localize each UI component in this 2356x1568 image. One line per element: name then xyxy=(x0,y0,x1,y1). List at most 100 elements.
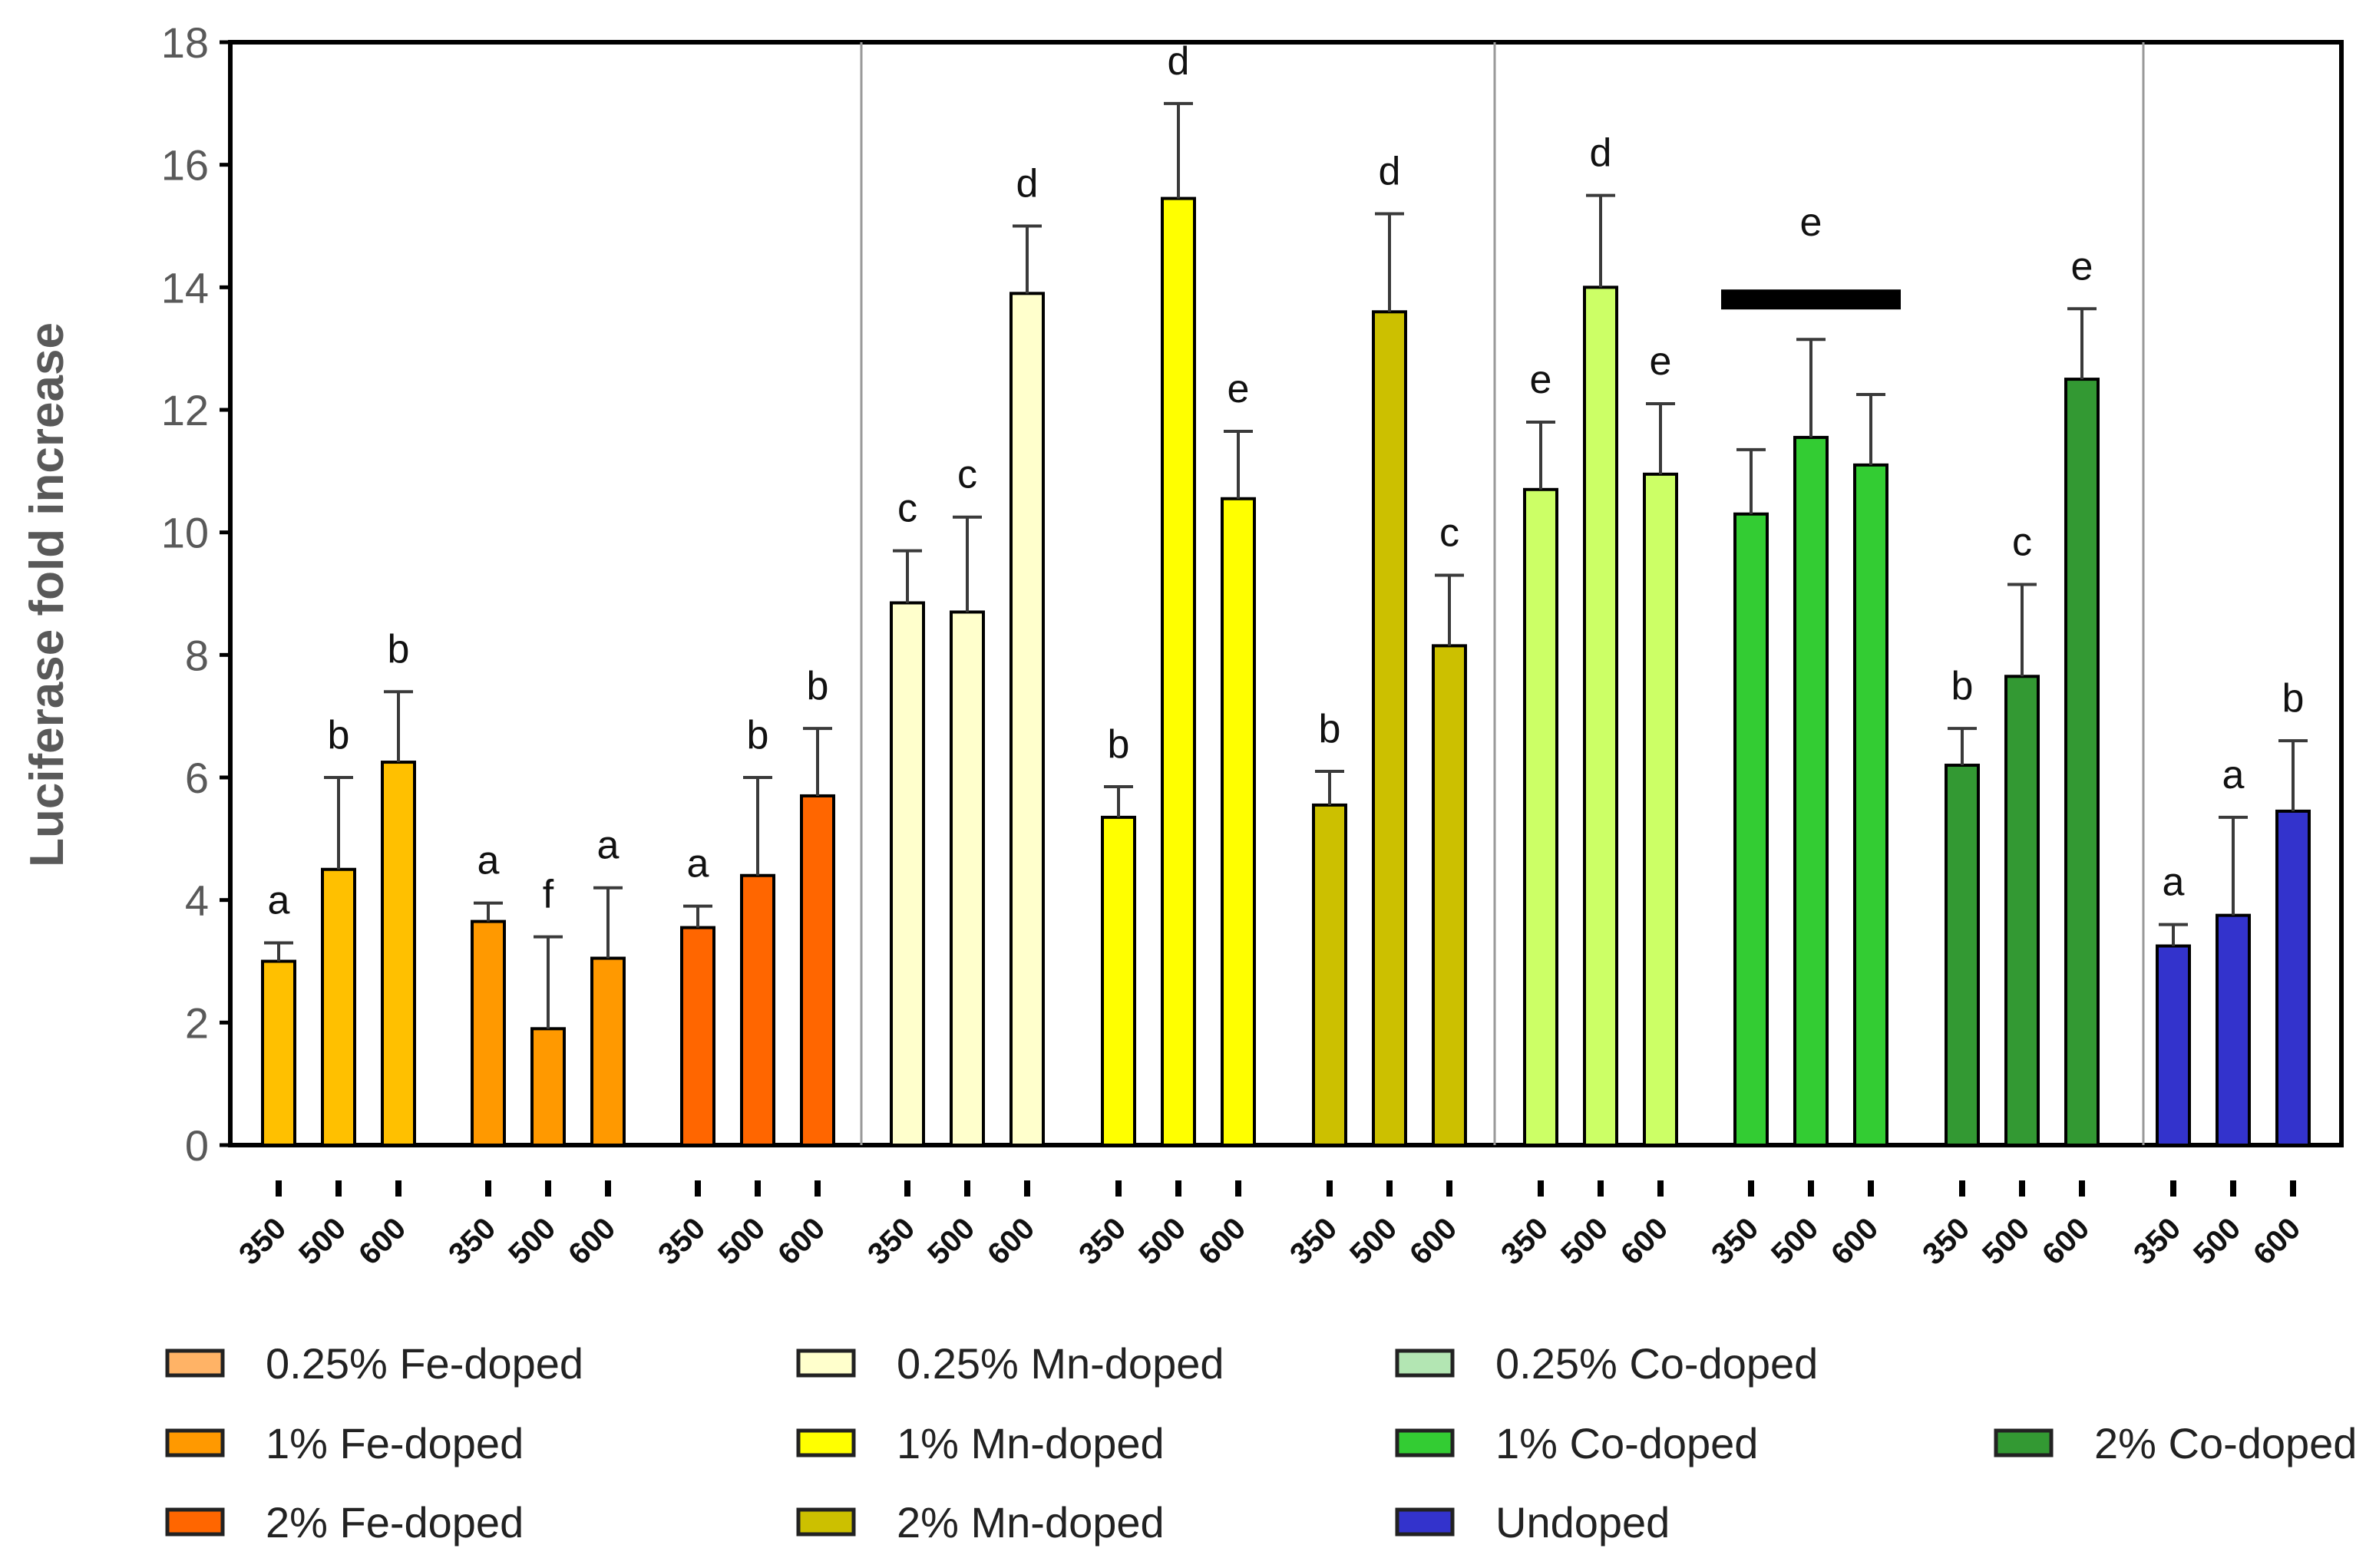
y-tick-label: 8 xyxy=(185,631,209,679)
x-category-label: 600 xyxy=(1825,1211,1885,1271)
bar xyxy=(1101,815,1136,1147)
significance-letter: e xyxy=(1228,367,1250,411)
bar xyxy=(1221,497,1256,1147)
significance-letter: f xyxy=(543,873,554,917)
bar xyxy=(261,959,296,1147)
legend-label: 1% Mn-doped xyxy=(897,1419,1165,1467)
x-tick-mark xyxy=(1538,1180,1544,1197)
significance-letter: e xyxy=(2071,244,2093,289)
significance-letter: a xyxy=(268,879,290,923)
x-tick-mark xyxy=(755,1180,761,1197)
legend-label: 0.25% Co-doped xyxy=(1495,1339,1818,1388)
x-tick-mark xyxy=(1115,1180,1122,1197)
legend-label: 1% Fe-doped xyxy=(266,1419,524,1467)
bar xyxy=(2156,944,2191,1147)
x-tick-mark xyxy=(545,1180,551,1197)
x-tick-mark xyxy=(1748,1180,1754,1197)
significance-letter: c xyxy=(1439,511,1459,556)
significance-letter: a xyxy=(597,824,620,868)
y-tick-label: 4 xyxy=(185,876,209,925)
x-tick-mark xyxy=(1868,1180,1874,1197)
legend-swatch xyxy=(1395,1507,1455,1537)
bar xyxy=(1009,292,1045,1147)
bar xyxy=(2004,675,2040,1147)
x-category-label: 600 xyxy=(1192,1211,1252,1271)
plot-frame xyxy=(228,40,2344,1147)
x-category-label: 350 xyxy=(652,1211,712,1271)
x-tick-mark xyxy=(1808,1180,1814,1197)
significance-letter: b xyxy=(388,627,410,672)
significance-letter: a xyxy=(477,839,500,883)
significance-letter: e xyxy=(1530,358,1552,402)
x-category-label: 600 xyxy=(2247,1211,2307,1271)
x-category-label: 500 xyxy=(1132,1211,1192,1271)
bar xyxy=(1372,310,1407,1147)
x-tick-mark xyxy=(395,1180,401,1197)
legend-swatch xyxy=(796,1507,856,1537)
bar xyxy=(1733,512,1769,1147)
legend-swatch xyxy=(165,1348,225,1378)
x-category-label: 500 xyxy=(292,1211,352,1271)
bar xyxy=(1312,803,1347,1147)
bar xyxy=(590,956,626,1147)
x-category-label: 600 xyxy=(1614,1211,1674,1271)
x-category-label: 350 xyxy=(1705,1211,1765,1271)
x-category-label: 500 xyxy=(1976,1211,2036,1271)
bar xyxy=(471,919,506,1147)
x-tick-mark xyxy=(1598,1180,1604,1197)
bar xyxy=(2275,809,2311,1147)
x-tick-mark xyxy=(2170,1180,2176,1197)
y-tick-label: 14 xyxy=(161,263,209,312)
x-category-label: 350 xyxy=(442,1211,502,1271)
x-category-label: 350 xyxy=(1916,1211,1976,1271)
significance-letter: b xyxy=(328,713,350,758)
significance-letter: d xyxy=(1016,162,1039,206)
plot-area: 0 2 4 6 8 10 12 14 16 18 a 350 b 500 b 600 a 350 f 500 a 600 a… xyxy=(161,18,2344,1272)
significance-letter: b xyxy=(1951,664,1974,708)
x-tick-mark xyxy=(1657,1180,1664,1197)
x-tick-mark xyxy=(2230,1180,2236,1197)
legend-label: 0.25% Fe-doped xyxy=(266,1339,583,1388)
significance-letter: d xyxy=(1379,150,1401,194)
significance-letter: e xyxy=(1800,200,1822,245)
x-category-label: 350 xyxy=(861,1211,921,1271)
x-category-label: 500 xyxy=(921,1211,981,1271)
x-category-label: 500 xyxy=(502,1211,562,1271)
bar xyxy=(381,761,416,1147)
x-tick-mark xyxy=(1175,1180,1181,1197)
x-tick-mark xyxy=(1386,1180,1393,1197)
legend-label: 1% Co-doped xyxy=(1495,1419,1758,1467)
significance-letter: c xyxy=(897,487,917,531)
x-tick-mark xyxy=(1024,1180,1030,1197)
legend: 0.25% Fe-doped 1% Fe-doped 2% Fe-doped 0.25… xyxy=(165,1339,2356,1547)
y-tick-label: 16 xyxy=(161,141,209,190)
y-tick-label: 0 xyxy=(185,1121,209,1170)
significance-letter: d xyxy=(1590,131,1612,176)
x-category-label: 500 xyxy=(2187,1211,2247,1271)
legend-swatch xyxy=(1395,1428,1455,1457)
bar xyxy=(1945,764,1980,1147)
significance-letter: e xyxy=(1650,339,1672,384)
y-tick-label: 12 xyxy=(161,386,209,434)
bar xyxy=(2216,913,2251,1147)
legend-swatch xyxy=(1395,1348,1455,1378)
bar xyxy=(1643,472,1678,1147)
significance-letter: a xyxy=(2222,753,2245,797)
bar xyxy=(740,873,775,1147)
y-tick-label: 18 xyxy=(161,18,209,67)
bar xyxy=(800,794,835,1147)
significance-letter: b xyxy=(1108,722,1130,767)
bar xyxy=(1161,196,1196,1147)
x-tick-mark xyxy=(2290,1180,2296,1197)
significance-letter: b xyxy=(807,664,829,708)
legend-swatch xyxy=(165,1428,225,1457)
legend-label: 2% Fe-doped xyxy=(266,1498,524,1547)
legend-label: Undoped xyxy=(1495,1498,1670,1547)
x-tick-mark xyxy=(276,1180,282,1197)
bar xyxy=(1432,644,1467,1147)
significance-letter: c xyxy=(2012,520,2032,565)
x-tick-mark xyxy=(964,1180,970,1197)
bar xyxy=(890,601,925,1147)
bar xyxy=(1583,286,1618,1147)
